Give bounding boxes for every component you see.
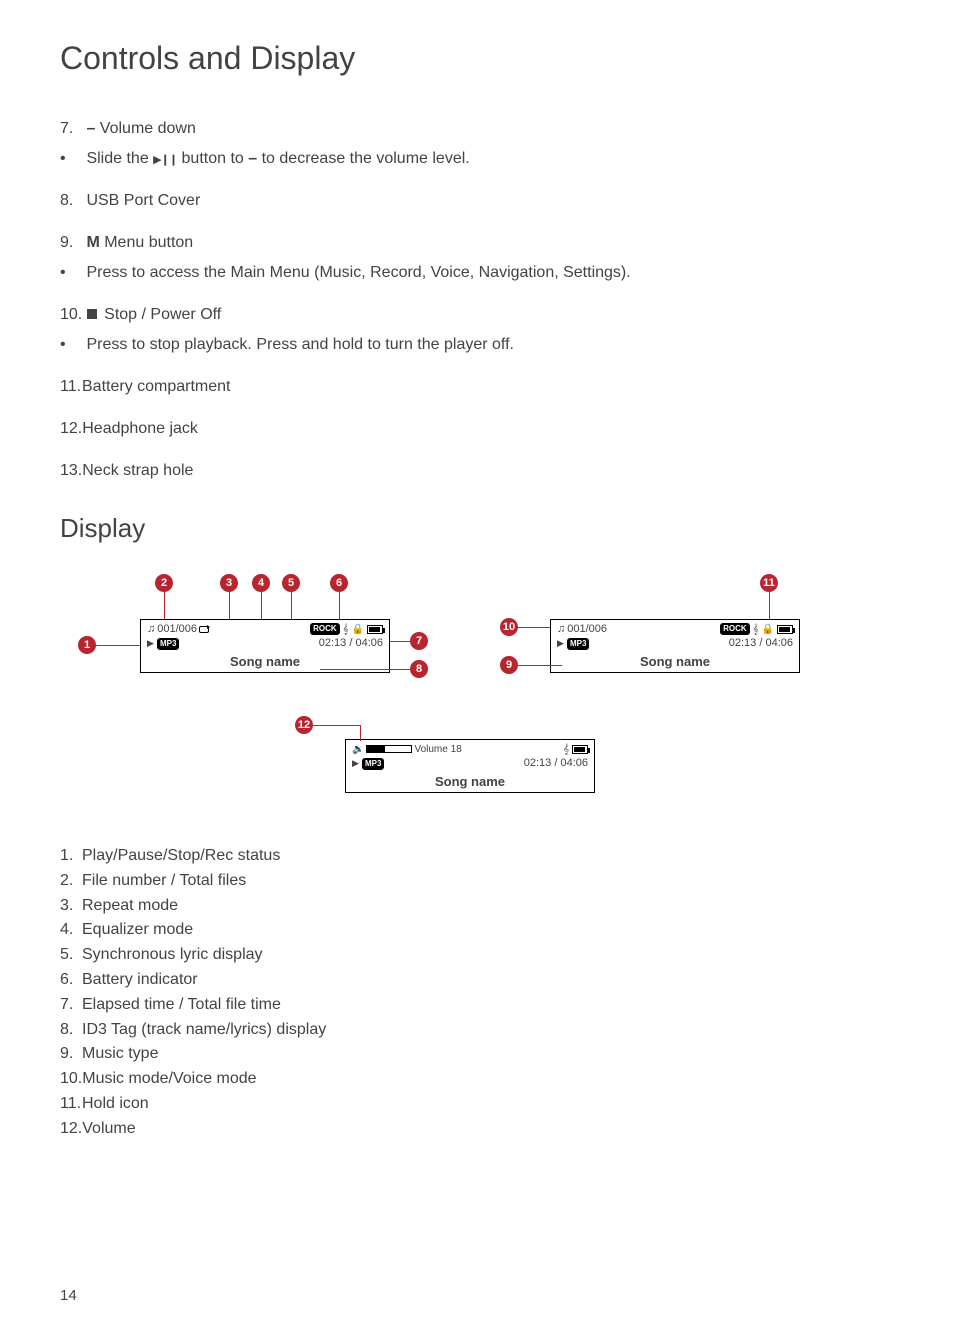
song-name-label: Song name [551,654,799,669]
stop-icon [87,309,97,319]
item-number: 13. [60,459,82,483]
item-bullet: Press to access the Main Menu (Music, Re… [86,264,630,281]
speaker-icon: 🔉 [352,744,364,755]
bullet-icon: • [60,333,82,357]
legend-item: 7.Elapsed time / Total file time [60,993,894,1018]
battery-icon [572,745,588,754]
item-label: Stop / Power Off [100,306,222,323]
m-icon: M [86,234,99,251]
mp3-badge: MP3 [362,758,384,770]
play-pause-icon: ▶❙❙ [153,154,177,166]
control-item-10: 10. Stop / Power Off • Press to stop pla… [60,303,894,357]
mp3-badge: MP3 [567,638,589,650]
repeat-icon [199,626,209,633]
legend-item: 6.Battery indicator [60,968,894,993]
file-counter: 001/006 [567,623,607,635]
control-item-7: 7. – Volume down • Slide the ▶❙❙ button … [60,117,894,171]
display-diagram: ♫ 001/006 ROCK 𝄞 🔒 ▶ MP3 02:13 / 04:06 S… [60,564,894,824]
item-number: 11. [60,375,82,399]
legend-item: 11.Hold icon [60,1092,894,1117]
time-display: 02:13 / 04:06 [524,757,588,769]
control-item-13: 13.Neck strap hole [60,459,894,483]
play-icon: ▶ [557,638,564,648]
control-item-11: 11.Battery compartment [60,375,894,399]
control-item-12: 12.Headphone jack [60,417,894,441]
controls-list: 7. – Volume down • Slide the ▶❙❙ button … [60,117,894,483]
lyric-icon: 𝄞 [563,744,569,755]
music-note-icon: ♫ [557,623,565,635]
lock-icon: 🔒 [352,624,364,635]
item-bullet: Slide the ▶❙❙ button to – to decrease th… [86,150,469,167]
item-number: 9. [60,231,82,255]
callout-6: 6 [330,574,348,592]
legend-item: 10.Music mode/Voice mode [60,1067,894,1092]
item-label: Headphone jack [82,420,198,437]
lcd-screen-3: 🔉 Volume 18 𝄞 ▶ MP3 02:13 / 04:06 Song n… [345,739,595,793]
page-number: 14 [60,1287,77,1304]
bullet-icon: • [60,261,82,285]
legend-item: 3.Repeat mode [60,894,894,919]
item-number: 8. [60,189,82,213]
lcd-screen-1: ♫ 001/006 ROCK 𝄞 🔒 ▶ MP3 02:13 / 04:06 S… [140,619,390,673]
legend-item: 8.ID3 Tag (track name/lyrics) display [60,1018,894,1043]
rock-badge: ROCK [310,623,340,635]
lyric-icon: 𝄞 [343,624,349,635]
legend-item: 4.Equalizer mode [60,918,894,943]
volume-bar [366,745,412,753]
item-number: 10. [60,303,82,327]
display-legend-list: 1.Play/Pause/Stop/Rec status 2.File numb… [60,844,894,1142]
callout-7: 7 [410,632,428,650]
item-bullet: Press to stop playback. Press and hold t… [86,336,514,353]
item-number: 7. [60,117,82,141]
legend-item: 1.Play/Pause/Stop/Rec status [60,844,894,869]
legend-item: 12.Volume [60,1117,894,1142]
lcd-screen-2: ♫ 001/006 ROCK 𝄞 🔒 ▶ MP3 02:13 / 04:06 S… [550,619,800,673]
legend-item: 9.Music type [60,1042,894,1067]
legend-item: 2.File number / Total files [60,869,894,894]
file-counter: 001/006 [157,623,197,635]
callout-5: 5 [282,574,300,592]
callout-4: 4 [252,574,270,592]
battery-icon [777,625,793,634]
callout-12: 12 [295,716,313,734]
song-name-label: Song name [141,654,389,669]
rock-badge: ROCK [720,623,750,635]
lyric-icon: 𝄞 [753,624,759,635]
control-item-8: 8. USB Port Cover [60,189,894,213]
callout-2: 2 [155,574,173,592]
play-icon: ▶ [147,638,154,648]
item-label: USB Port Cover [86,192,200,209]
song-name-label: Song name [346,774,594,789]
item-label: Volume down [95,120,196,137]
item-label: Battery compartment [82,378,231,395]
callout-3: 3 [220,574,238,592]
display-section-title: Display [60,513,894,544]
mp3-badge: MP3 [157,638,179,650]
item-number: 12. [60,417,82,441]
lock-icon: 🔒 [762,624,774,635]
battery-icon [367,625,383,634]
play-icon: ▶ [352,758,359,768]
callout-8: 8 [410,660,428,678]
control-item-9: 9. M Menu button • Press to access the M… [60,231,894,285]
item-label: Neck strap hole [82,462,193,479]
bullet-icon: • [60,147,82,171]
page-title: Controls and Display [60,40,894,77]
volume-label: Volume 18 [414,744,461,755]
legend-item: 5.Synchronous lyric display [60,943,894,968]
item-label: Menu button [100,234,193,251]
music-note-icon: ♫ [147,623,155,635]
callout-10: 10 [500,618,518,636]
callout-1: 1 [78,636,96,654]
callout-9: 9 [500,656,518,674]
callout-11: 11 [760,574,778,592]
time-display: 02:13 / 04:06 [319,637,383,649]
time-display: 02:13 / 04:06 [729,637,793,649]
